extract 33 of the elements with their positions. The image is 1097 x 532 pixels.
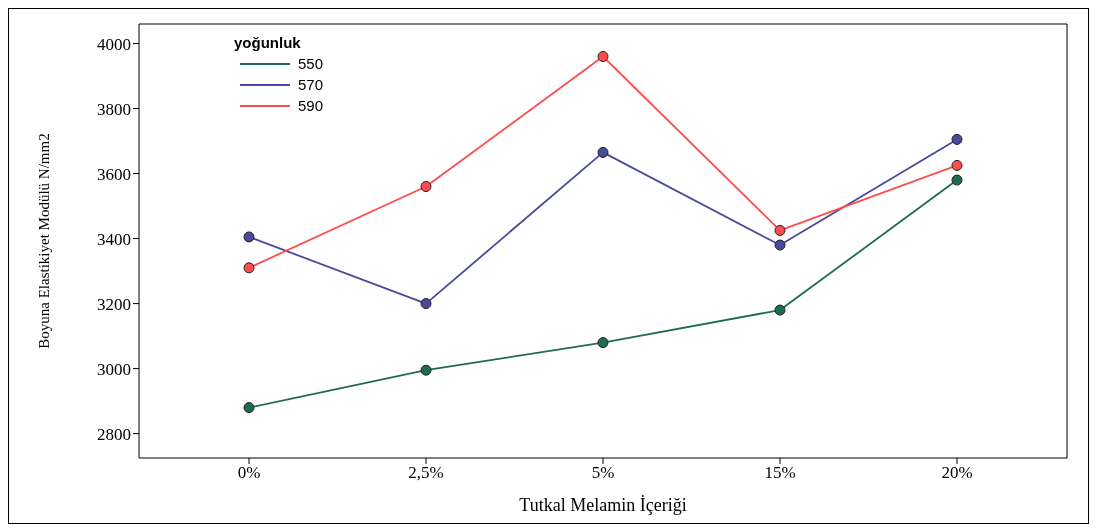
legend-label: 550 [298, 55, 324, 72]
point [951, 159, 963, 171]
legend-label: 570 [298, 76, 324, 93]
point [420, 364, 432, 376]
point [597, 337, 609, 349]
legend-label: 590 [298, 97, 324, 114]
x-axis-title: Tutkal Melamin İçeriği [519, 495, 687, 515]
x-tick-label: 20% [941, 463, 973, 483]
legend-title: yoğunluk [234, 34, 302, 51]
point [243, 231, 255, 243]
y-tick-label: 3400 [97, 229, 131, 249]
point [420, 298, 432, 310]
y-tick-label: 3200 [97, 294, 131, 314]
point [774, 224, 786, 236]
x-tick-label: 15% [764, 463, 796, 483]
point [774, 304, 786, 316]
point [597, 146, 609, 158]
point [951, 174, 963, 186]
x-tick-label: 0% [237, 463, 261, 483]
point [420, 181, 432, 193]
point [597, 51, 609, 63]
y-tick-label: 4000 [97, 34, 131, 54]
point [243, 262, 255, 274]
point [774, 239, 786, 251]
point [951, 133, 963, 145]
y-tick-label: 3800 [97, 99, 131, 119]
y-tick-label: 3000 [97, 359, 131, 379]
x-tick-label: 5% [591, 463, 615, 483]
y-axis-title: Boyuna Elastikiyet Modülü N/mm2 [36, 133, 53, 349]
y-tick-label: 2800 [97, 424, 131, 444]
x-tick-label: 2,5% [408, 463, 444, 483]
y-tick-label: 3600 [97, 164, 131, 184]
point [243, 402, 255, 414]
